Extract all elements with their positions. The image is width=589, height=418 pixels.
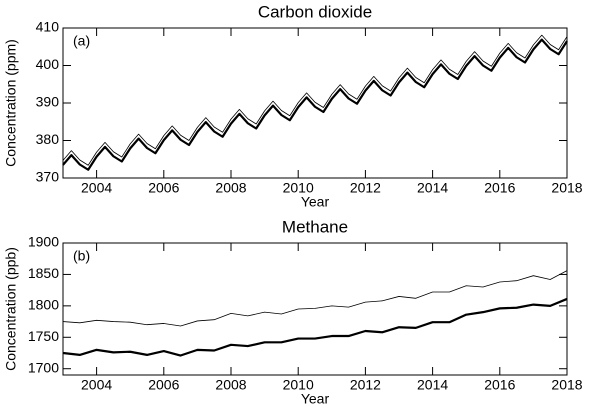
data-line: [62, 34, 568, 166]
y-axis-label: Concentration (ppm): [3, 39, 19, 167]
x-tick-label: 2012: [350, 180, 381, 196]
x-axis-label: Year: [301, 391, 330, 407]
x-tick-label: 2004: [81, 377, 112, 393]
plot-frame: [62, 242, 568, 376]
x-tick-label: 2014: [417, 377, 448, 393]
y-tick-label: 410: [36, 19, 60, 35]
x-tick-label: 2006: [148, 377, 179, 393]
data-line: [62, 270, 568, 327]
chart-title: Carbon dioxide: [258, 2, 372, 21]
x-tick-label: 2012: [350, 377, 381, 393]
panel-label: (b): [73, 248, 90, 264]
x-tick-label: 2014: [417, 180, 448, 196]
x-tick-label: 2010: [283, 180, 314, 196]
x-tick-label: 2016: [484, 377, 515, 393]
x-axis-label: Year: [301, 194, 330, 210]
x-tick-label: 2010: [283, 377, 314, 393]
y-tick-label: 1900: [28, 234, 59, 250]
x-tick-label: 2004: [81, 180, 112, 196]
data-line: [62, 38, 568, 171]
y-tick-label: 400: [36, 56, 60, 72]
x-tick-label: 2008: [215, 377, 246, 393]
y-tick-label: 1800: [28, 297, 59, 313]
x-tick-label: 2008: [215, 180, 246, 196]
x-tick-label: 2018: [551, 377, 582, 393]
chart-title: Methane: [282, 217, 348, 236]
x-tick-label: 2006: [148, 180, 179, 196]
x-tick-label: 2016: [484, 180, 515, 196]
x-tick-label: 2018: [551, 180, 582, 196]
y-tick-label: 1850: [28, 265, 59, 281]
y-tick-label: 390: [36, 94, 60, 110]
y-axis-label: Concentration (ppb): [3, 247, 19, 371]
y-tick-label: 380: [36, 131, 60, 147]
y-tick-label: 1750: [28, 328, 59, 344]
panel-label: (a): [73, 33, 90, 49]
y-tick-label: 1700: [28, 359, 59, 375]
y-tick-label: 370: [36, 169, 60, 185]
plot-frame: [62, 27, 568, 179]
data-line: [62, 297, 568, 357]
